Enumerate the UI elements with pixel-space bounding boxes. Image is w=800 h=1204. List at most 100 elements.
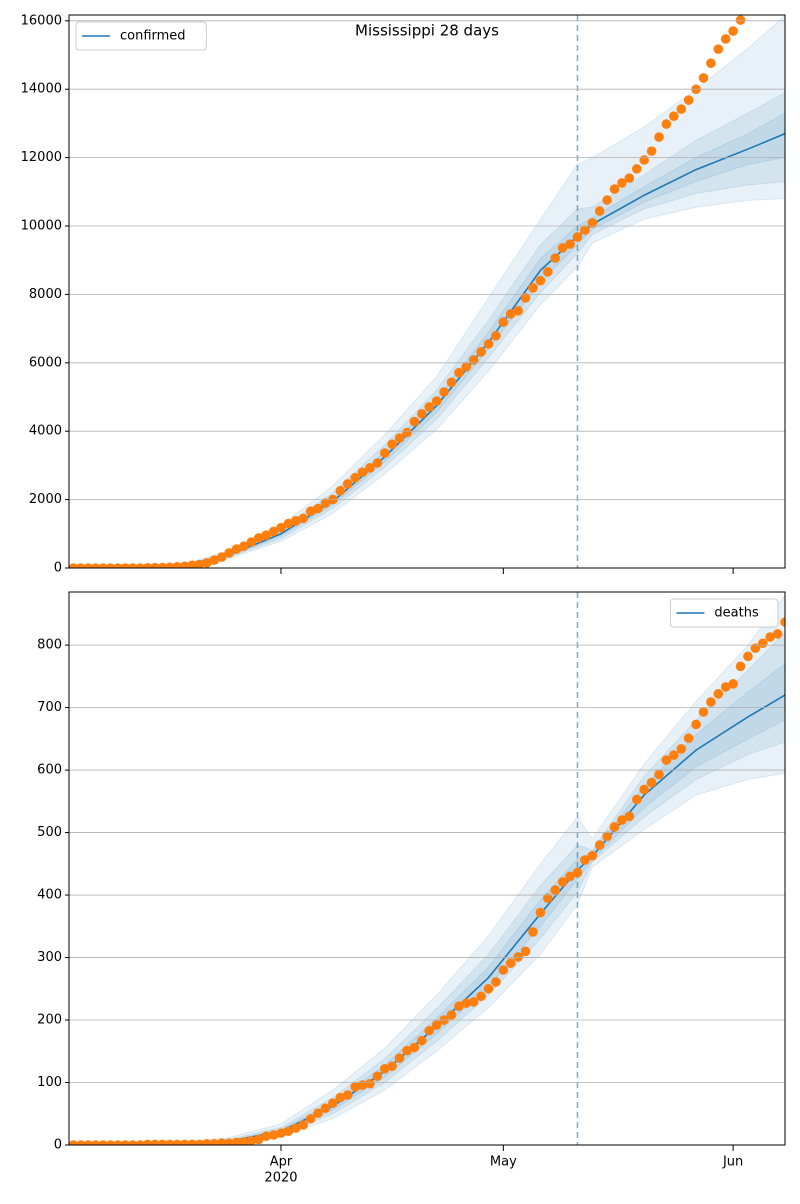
observed-point — [394, 1053, 405, 1063]
observed-point — [698, 707, 709, 717]
observed-point — [231, 544, 242, 554]
observed-point — [735, 661, 746, 672]
observed-point — [342, 479, 353, 489]
observed-point — [765, 632, 775, 642]
y-tick-label: 6000 — [29, 355, 62, 370]
observed-point — [683, 733, 694, 744]
observed-point — [631, 794, 642, 805]
observed-point — [646, 146, 657, 156]
observed-point — [187, 1139, 197, 1145]
observed-point — [409, 1042, 420, 1053]
observed-point — [194, 1139, 205, 1145]
y-tick-label: 800 — [37, 638, 62, 653]
observed-point — [291, 516, 301, 526]
observed-point — [580, 855, 590, 865]
observed-point — [461, 362, 472, 372]
x-tick-label: May — [490, 1155, 517, 1170]
observed-point — [431, 1020, 442, 1030]
observed-point — [246, 537, 257, 547]
observed-point — [261, 530, 271, 540]
observed-point — [454, 1001, 464, 1012]
observed-point — [165, 562, 175, 568]
observed-point — [417, 408, 427, 419]
observed-point — [320, 498, 331, 508]
observed-point — [713, 44, 724, 54]
observed-point — [83, 1140, 94, 1145]
observed-point — [706, 58, 716, 69]
observed-point — [209, 1138, 220, 1145]
observed-point — [491, 330, 501, 341]
observed-point — [150, 1139, 160, 1145]
observed-point — [365, 462, 375, 473]
observed-point — [76, 1140, 86, 1145]
observed-point — [113, 1140, 123, 1145]
observed-point — [402, 1045, 412, 1056]
observed-point — [669, 111, 679, 122]
observed-point — [90, 1140, 101, 1145]
observed-point — [276, 522, 286, 533]
y-tick-label: 16000 — [21, 13, 62, 28]
observed-point — [90, 563, 101, 568]
observed-point — [520, 946, 531, 957]
observed-point — [505, 309, 516, 319]
observed-point — [142, 562, 153, 568]
observed-point — [543, 893, 553, 903]
observed-point — [617, 178, 627, 188]
observed-point — [291, 1123, 301, 1133]
chart-title: Mississippi 28 days — [355, 22, 499, 40]
observed-point — [357, 467, 368, 478]
observed-point — [417, 1035, 427, 1046]
observed-point — [720, 34, 731, 44]
observed-point — [543, 267, 553, 277]
observed-point — [654, 769, 664, 780]
observed-point — [142, 1139, 153, 1145]
observed-point — [402, 427, 412, 438]
observed-point — [446, 377, 457, 388]
observed-point — [498, 317, 509, 327]
observed-point — [587, 850, 598, 861]
observed-point — [743, 651, 753, 662]
observed-point — [335, 485, 346, 496]
observed-point — [194, 559, 205, 568]
legend-box — [669, 598, 779, 628]
legend-box — [75, 21, 207, 51]
observed-point — [780, 617, 785, 627]
observed-point — [409, 416, 420, 427]
observed-point — [387, 439, 397, 449]
observed-point — [268, 1130, 279, 1140]
y-tick-label: 4000 — [29, 424, 62, 439]
observed-point — [491, 977, 501, 987]
observed-point — [505, 958, 516, 968]
observed-point — [69, 563, 79, 568]
observed-point — [350, 472, 360, 483]
observed-point — [683, 95, 694, 105]
observed-point — [439, 387, 449, 397]
observed-point — [528, 283, 538, 293]
observed-point — [283, 518, 294, 529]
observed-point — [535, 275, 546, 286]
x-tick-label: Apr — [270, 1155, 293, 1170]
observed-point — [483, 339, 494, 349]
observed-point — [372, 1071, 383, 1082]
axes-frame — [68, 591, 786, 1146]
observed-point — [639, 155, 649, 165]
y-tick-label: 200 — [37, 1013, 62, 1028]
observed-point — [587, 218, 598, 228]
observed-point — [127, 563, 138, 568]
observed-point — [498, 965, 509, 975]
observed-point — [728, 26, 738, 36]
y-tick-label: 8000 — [29, 287, 62, 302]
observed-point — [669, 750, 679, 760]
observed-point — [379, 448, 390, 458]
observed-point — [157, 562, 168, 568]
confidence-band — [73, 594, 785, 1145]
y-tick-label: 300 — [37, 950, 62, 965]
observed-point — [179, 561, 190, 568]
observed-point — [276, 1128, 286, 1138]
observed-point — [231, 1137, 242, 1145]
observed-point — [313, 503, 323, 514]
observed-point — [283, 1126, 294, 1137]
observed-point — [602, 831, 612, 842]
legend-label: confirmed — [120, 29, 186, 44]
observed-point — [320, 1103, 331, 1113]
